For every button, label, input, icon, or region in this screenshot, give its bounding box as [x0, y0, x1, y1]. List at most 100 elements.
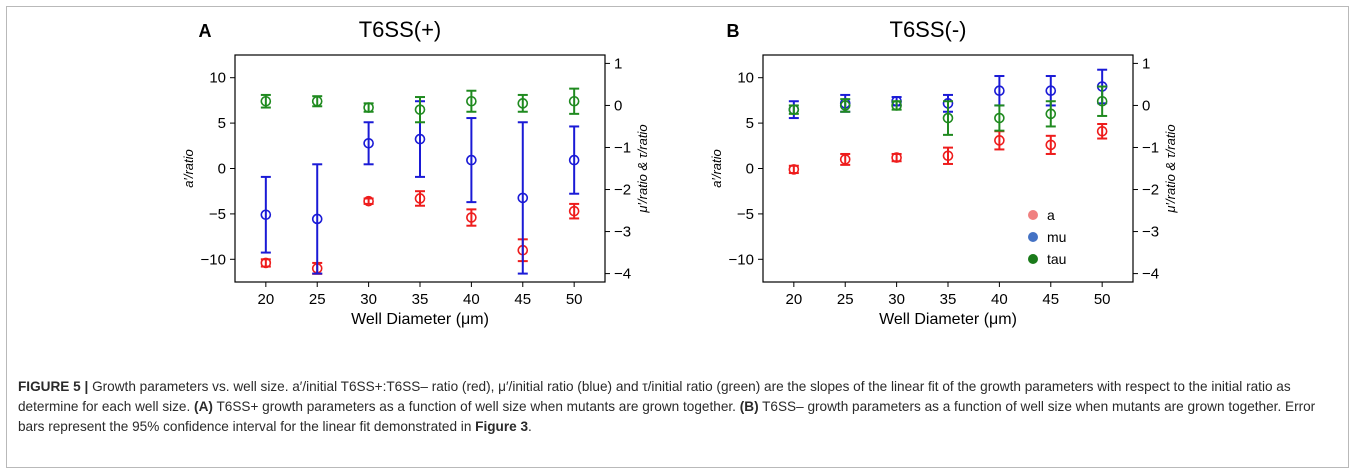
- data-point-tau: [788, 104, 800, 115]
- data-point-a: [839, 154, 851, 165]
- y-right-tick-label: −2: [1142, 182, 1159, 199]
- y-right-axis-label: μ′/ratio & τ/ratio: [1163, 124, 1178, 213]
- data-point-tau: [1096, 95, 1108, 107]
- data-point-a: [466, 212, 477, 223]
- data-point-tau: [891, 100, 902, 111]
- y-right-tick-label: 1: [1142, 55, 1150, 72]
- x-tick-label: 25: [837, 291, 854, 308]
- data-point-tau: [260, 95, 272, 107]
- series-tau: [260, 87, 580, 124]
- x-axis-label: Well Diameter (μm): [879, 311, 1017, 328]
- caption-segment: T6SS+ growth parameters as a function of…: [212, 399, 740, 414]
- caption-segment: .: [528, 419, 532, 434]
- plot-area-frame: [762, 54, 1134, 283]
- data-point-a: [891, 152, 902, 163]
- data-point-mu: [311, 213, 323, 225]
- data-point-tau: [466, 95, 477, 107]
- caption-segment: Figure 3: [475, 419, 529, 434]
- y-right-tick-label: −1: [614, 139, 631, 156]
- legend-label: tau: [1047, 251, 1066, 267]
- data-point-a: [568, 205, 580, 217]
- chart-title: T6SS(+): [359, 17, 442, 42]
- y-left-tick-label: 0: [218, 161, 226, 178]
- data-point-tau: [942, 112, 954, 124]
- caption-segment: T6SS– growth parameters as a function of…: [18, 399, 1316, 434]
- data-point-a: [994, 135, 1005, 146]
- data-point-mu: [363, 137, 374, 149]
- y-left-axis-label: a′/ratio: [181, 149, 196, 188]
- y-right-tick-label: −1: [1142, 139, 1159, 156]
- data-point-a: [260, 257, 272, 269]
- panel-label: A: [199, 21, 212, 41]
- data-point-mu: [1045, 85, 1057, 97]
- data-point-tau: [568, 95, 580, 107]
- figure-caption: FIGURE 5 | Growth parameters vs. well si…: [18, 377, 1338, 437]
- panel-label: B: [727, 21, 740, 41]
- x-tick-label: 30: [888, 291, 905, 308]
- y-right-tick-label: −3: [614, 224, 631, 241]
- panel-a: A T6SS(+)20 25 30 35 40 45 50−10−50510−4−3−2−10…: [181, 17, 650, 328]
- y-right-tick-label: 0: [1142, 97, 1150, 114]
- data-point-mu: [568, 154, 580, 166]
- y-left-tick-label: 10: [209, 70, 226, 87]
- x-tick-label: 50: [1094, 291, 1111, 308]
- caption-segment: FIGURE 5 |: [18, 379, 93, 394]
- legend-marker-a: [1028, 210, 1038, 220]
- x-tick-label: 40: [463, 291, 480, 308]
- data-point-tau: [994, 112, 1005, 124]
- y-right-axis-label: μ′/ratio & τ/ratio: [635, 124, 650, 213]
- y-left-axis-label: a′/ratio: [709, 149, 724, 188]
- data-point-tau: [311, 95, 323, 107]
- y-left-tick-label: 0: [746, 161, 754, 178]
- y-right-tick-label: 1: [614, 55, 622, 72]
- x-tick-label: 25: [309, 291, 326, 308]
- y-right-tick-label: −2: [614, 182, 631, 199]
- x-tick-label: 20: [257, 291, 274, 308]
- series-mu: [260, 100, 580, 275]
- caption-segment: (A): [194, 399, 213, 414]
- data-point-mu: [260, 209, 272, 221]
- legend-marker-tau: [1028, 254, 1038, 264]
- legend-marker-mu: [1028, 232, 1038, 242]
- y-left-tick-label: −10: [729, 251, 754, 268]
- data-point-tau: [839, 100, 851, 111]
- x-tick-label: 50: [566, 291, 583, 308]
- x-tick-label: 45: [514, 291, 531, 308]
- data-point-a: [788, 164, 800, 175]
- data-point-a: [363, 195, 374, 207]
- caption-segment: Growth parameters vs. well size. a′/init…: [18, 379, 1291, 414]
- data-point-tau: [414, 104, 426, 115]
- x-tick-label: 20: [785, 291, 802, 308]
- data-point-mu: [466, 154, 477, 166]
- panel-b: B T6SS(-)20 25 30 35 40 45 50−10−50510−4−3−2−10…: [709, 17, 1178, 328]
- legend: a mu tau: [1028, 207, 1066, 267]
- figure-frame: [6, 6, 1349, 468]
- y-left-tick-label: −5: [737, 206, 754, 223]
- data-point-a: [1045, 139, 1057, 151]
- legend-label: a: [1047, 207, 1055, 223]
- data-point-mu: [994, 85, 1005, 97]
- x-tick-label: 35: [940, 291, 957, 308]
- data-point-tau: [1045, 108, 1057, 120]
- y-right-tick-label: −3: [1142, 224, 1159, 241]
- legend-label: mu: [1047, 229, 1066, 245]
- y-left-tick-label: −5: [209, 206, 226, 223]
- y-left-tick-label: 10: [737, 70, 754, 87]
- figure-canvas: A T6SS(+)20 25 30 35 40 45 50−10−50510−4−3−2−10…: [181, 17, 1178, 328]
- y-right-tick-label: −4: [1142, 266, 1159, 283]
- data-point-mu: [517, 192, 529, 204]
- data-point-a: [1096, 125, 1108, 137]
- x-tick-label: 45: [1042, 291, 1059, 308]
- data-point-tau: [517, 98, 529, 109]
- x-tick-label: 30: [360, 291, 377, 308]
- data-point-a: [414, 193, 426, 204]
- caption-segment: (B): [739, 399, 759, 414]
- x-tick-label: 35: [412, 291, 429, 308]
- data-point-mu: [414, 133, 426, 145]
- data-point-a: [942, 150, 954, 162]
- series-a: [260, 190, 580, 275]
- y-right-tick-label: −4: [614, 266, 631, 283]
- y-right-tick-label: 0: [614, 97, 622, 114]
- chart-title: T6SS(-): [890, 17, 967, 42]
- data-point-tau: [363, 102, 374, 113]
